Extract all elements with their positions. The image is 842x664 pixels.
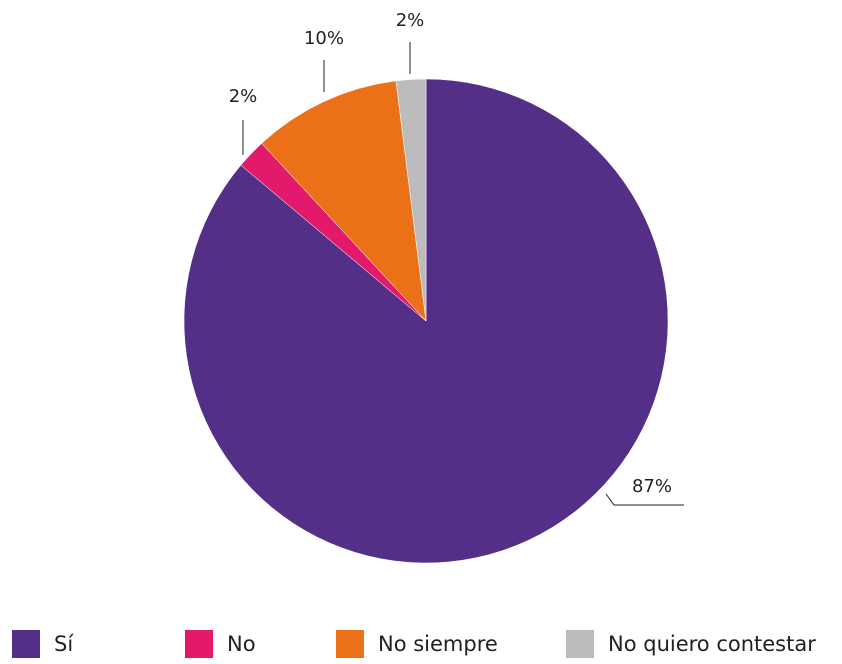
legend-label-no-quiero-contestar: No quiero contestar (608, 632, 816, 656)
pie-chart: 87% 2% 10% 2% (183, 10, 684, 564)
pie-slice-no-siempre (261, 80, 427, 322)
chart-legend: Sí No No siempre No quiero contestar (0, 630, 842, 664)
legend-swatch-no-siempre (336, 630, 364, 658)
legend-swatch-no-quiero-contestar (566, 630, 594, 658)
legend-item-no: No (185, 630, 256, 658)
legend-item-no-quiero-contestar: No quiero contestar (566, 630, 816, 658)
pie-data-labels: 87% 2% 10% 2% (229, 10, 684, 506)
legend-swatch-no (185, 630, 213, 658)
legend-label-no: No (227, 632, 256, 656)
leader-line-si (605, 493, 684, 506)
legend-label-no-siempre: No siempre (378, 632, 498, 656)
data-label-si: 87% (632, 476, 672, 497)
legend-swatch-si (12, 630, 40, 658)
pie-slice-no-quiero-contestar (395, 78, 427, 322)
pie-slices (183, 78, 669, 564)
data-label-no-siempre: 10% (304, 28, 344, 49)
legend-label-si: Sí (54, 632, 74, 656)
legend-item-no-siempre: No siempre (336, 630, 498, 658)
data-label-no-quiero-contestar: 2% (396, 10, 425, 31)
data-label-no: 2% (229, 86, 258, 107)
legend-item-si: Sí (12, 630, 73, 658)
